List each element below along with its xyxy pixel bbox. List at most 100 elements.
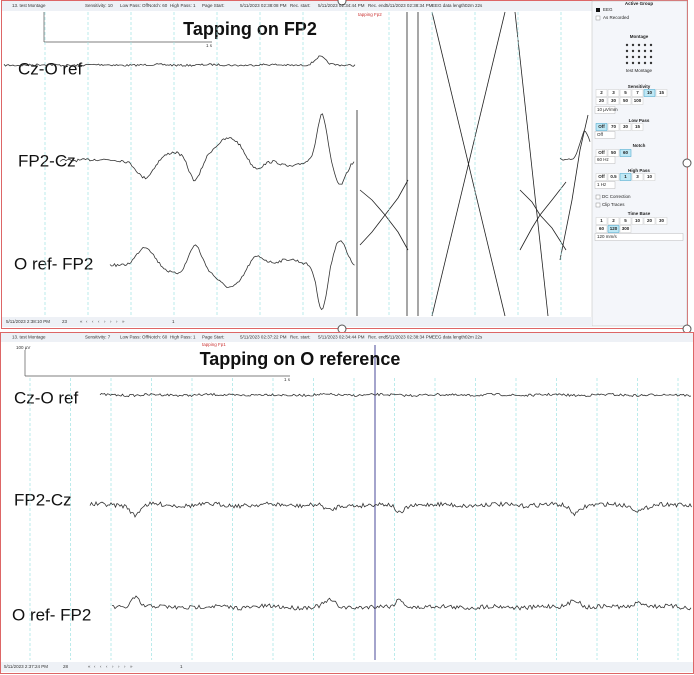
option-button-label: 300 [622,226,630,231]
toolbar-item: Rec. start: [290,335,311,340]
option-button[interactable] [619,149,632,157]
option-button-label: 50 [623,98,629,103]
option-button-label: 10 [647,90,653,95]
resize-handle[interactable] [682,324,692,334]
artifact-lines [356,11,589,317]
toolbar-item: 5/11/2023 02:38:34 PM [386,3,433,8]
option-button[interactable] [619,97,632,105]
option-button[interactable] [619,173,632,181]
panel-title: Tapping on FP2 [183,19,317,39]
toolbar-item: 5/11/2023 02:38:34 PM [386,335,433,340]
option-button[interactable] [643,89,656,97]
checkbox[interactable] [595,194,601,200]
checkbox[interactable] [595,15,601,21]
top-status-bar [2,317,592,327]
option-button[interactable] [619,123,632,131]
option-button[interactable] [607,89,620,97]
value-field[interactable] [594,233,684,241]
option-button[interactable] [619,217,632,225]
status-time: 5/11/2023 2:37:24 PM [4,664,48,669]
option-button[interactable] [655,217,668,225]
sidebar-label: High Pass [628,168,650,173]
toolbar-item: EEG data length: [432,3,466,8]
nav-button[interactable]: ‹ [94,664,96,669]
top-toolbar [2,1,592,11]
value-field[interactable] [594,131,616,139]
eeg-trace [99,392,692,398]
option-button[interactable] [595,97,608,105]
nav-button[interactable]: » [130,664,133,669]
option-button[interactable] [631,123,644,131]
nav-button[interactable]: « [88,664,91,669]
electrode [637,43,641,47]
channel-label: FP2-Cz [14,490,72,509]
nav-button[interactable]: › [124,664,126,669]
option-button[interactable] [643,217,656,225]
toolbar-item: 5/11/2023 02:34:44 PM [318,3,365,8]
toolbar-item: 5/11/2023 02:34:44 PM [318,335,365,340]
nav-button[interactable]: › [110,319,112,324]
option-button-label: Off [598,150,605,155]
status-page-of: 1 [172,319,175,324]
eeg-trace [89,501,692,518]
nav-button[interactable]: « [80,319,83,324]
electrode [625,61,629,65]
option-button-label: 100 [634,98,642,103]
option-button-label: 1 [624,174,627,179]
nav-button[interactable]: ‹ [98,319,100,324]
option-button[interactable] [619,225,632,233]
nav-button[interactable]: › [104,319,106,324]
electrode [631,43,635,47]
option-button[interactable] [607,217,620,225]
nav-button[interactable]: ‹ [100,664,102,669]
option-button[interactable] [607,97,620,105]
value-field[interactable] [594,181,616,189]
resize-handle[interactable] [682,158,692,168]
option-button-label: 30 [611,98,617,103]
channel-label: Cz-O ref [18,59,83,78]
option-button[interactable] [595,123,608,131]
nav-button[interactable]: ‹ [92,319,94,324]
value-field[interactable] [594,106,616,114]
option-button[interactable] [655,89,668,97]
nav-button[interactable]: › [112,664,114,669]
channel-label: FP2-Cz [18,151,76,170]
option-button[interactable] [595,217,608,225]
option-button-label: 60 [623,150,629,155]
option-button[interactable] [595,225,608,233]
option-button[interactable] [595,89,608,97]
option-button-label: 0.5 [610,174,617,179]
nav-button[interactable]: ‹ [86,319,88,324]
option-button[interactable] [607,123,620,131]
nav-button[interactable]: › [118,664,120,669]
sidebar-label: Low Pass [629,118,650,123]
toolbar-item: Page Start: [202,3,225,8]
option-button[interactable] [631,89,644,97]
option-button[interactable] [631,217,644,225]
option-button-label: 70 [611,124,617,129]
toolbar-item: 13. test Montage [12,335,46,340]
value-field[interactable] [594,156,616,164]
resize-handle[interactable] [337,0,347,6]
option-button[interactable] [607,173,620,181]
option-button[interactable] [607,225,620,233]
option-button[interactable] [643,173,656,181]
nav-button[interactable]: › [116,319,118,324]
color-swatch [596,8,600,12]
sidebar-label: As Recorded [603,15,630,20]
option-button[interactable] [619,89,632,97]
option-button-label: Off [598,174,605,179]
toolbar-item: Sensitivity: 10 [85,3,113,8]
resize-handle[interactable] [337,324,347,334]
toolbar-item: Rec. end: [368,335,387,340]
option-button-label: 15 [635,124,641,129]
option-button-label: 2 [600,90,603,95]
checkbox[interactable] [595,202,601,208]
nav-button[interactable]: ‹ [106,664,108,669]
option-button[interactable] [631,97,644,105]
option-button[interactable] [631,173,644,181]
option-button[interactable] [595,173,608,181]
option-button-label: Off [598,124,605,129]
nav-button[interactable]: » [122,319,125,324]
